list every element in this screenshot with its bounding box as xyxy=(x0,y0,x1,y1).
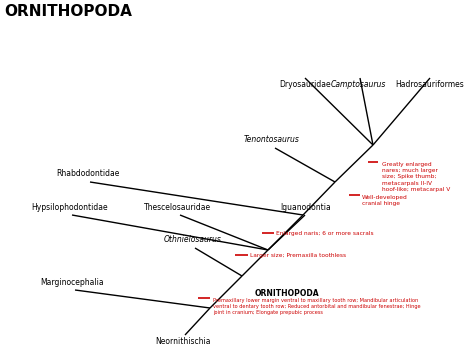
Text: Othnielosaurus: Othnielosaurus xyxy=(164,235,222,244)
Text: Neornithischia: Neornithischia xyxy=(155,337,211,346)
Text: Dryosauridae: Dryosauridae xyxy=(279,80,331,89)
Text: Marginocephalia: Marginocephalia xyxy=(40,278,104,287)
Text: Hadrosauriformes: Hadrosauriformes xyxy=(396,80,465,89)
Text: Larger size; Premaxilla toothless: Larger size; Premaxilla toothless xyxy=(250,252,346,258)
Text: Enlarged naris; 6 or more sacrals: Enlarged naris; 6 or more sacrals xyxy=(276,231,374,236)
Text: Iguanodontia: Iguanodontia xyxy=(281,203,331,212)
Text: Rhabdodontidae: Rhabdodontidae xyxy=(56,169,120,178)
Text: Greatly enlarged
nares; much larger
size; Spike thumb;
metacarpals II-IV
hoof-li: Greatly enlarged nares; much larger size… xyxy=(382,162,450,192)
Text: Tenontosaurus: Tenontosaurus xyxy=(244,135,300,144)
Text: Camptosaurus: Camptosaurus xyxy=(330,80,386,89)
Text: Hypsilophodontidae: Hypsilophodontidae xyxy=(32,203,109,212)
Text: ORNITHOPODA: ORNITHOPODA xyxy=(4,4,132,19)
Text: Premaxillary lower margin ventral to maxillary tooth row; Mandibular articulatio: Premaxillary lower margin ventral to max… xyxy=(213,298,420,315)
Text: Well-developed
cranial hinge: Well-developed cranial hinge xyxy=(362,195,408,206)
Text: ORNITHOPODA: ORNITHOPODA xyxy=(255,289,319,298)
Text: Thescelosauridae: Thescelosauridae xyxy=(145,203,211,212)
